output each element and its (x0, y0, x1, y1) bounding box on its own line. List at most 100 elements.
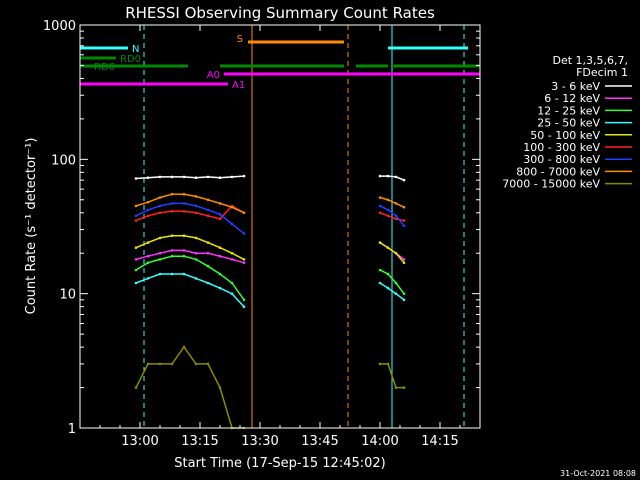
data-point-4-1 (146, 241, 150, 244)
data-point-3-8 (230, 292, 234, 296)
data-point-1-5 (194, 251, 198, 255)
data-point-6-3 (170, 202, 174, 205)
data-point-7-13 (402, 205, 406, 209)
legend-label-0: 3 - 6 keV (551, 80, 600, 93)
data-point-4-4 (182, 234, 186, 237)
data-point-3-11 (386, 286, 390, 290)
data-point-0-2 (158, 175, 162, 179)
data-point-5-10 (378, 211, 382, 215)
data-point-3-0 (134, 281, 138, 285)
data-point-2-5 (194, 258, 198, 261)
data-point-7-7 (218, 202, 222, 205)
x-tick-label-0: 13:00 (121, 434, 158, 449)
y-tick-label-1: 10 (59, 288, 76, 303)
data-point-4-13 (402, 261, 406, 265)
data-point-3-12 (394, 292, 398, 296)
status-label-rd0: RD0 (120, 54, 141, 65)
data-point-6-13 (402, 224, 406, 228)
data-point-8-1 (146, 362, 150, 366)
data-point-5-2 (158, 211, 162, 215)
data-point-6-10 (378, 204, 382, 208)
series-line-7-0 (135, 193, 245, 214)
series-line-7-1 (379, 196, 405, 208)
legend-label-1: 6 - 12 keV (544, 92, 600, 105)
status-label-n: N (132, 44, 139, 55)
data-point-5-5 (194, 211, 198, 215)
series-line-4-0 (135, 234, 245, 261)
x-tick-label-2: 13:30 (241, 434, 278, 449)
status-label-a0: A0 (207, 70, 220, 81)
data-point-6-4 (182, 202, 186, 205)
data-point-0-11 (386, 174, 390, 178)
status-label-s: S (237, 34, 243, 45)
legend-label-7: 800 - 7000 keV (516, 165, 600, 178)
data-point-8-3 (170, 362, 174, 366)
data-point-4-8 (230, 251, 234, 255)
data-point-7-11 (386, 198, 390, 202)
data-point-8-7 (218, 386, 222, 389)
data-point-3-13 (402, 298, 406, 302)
data-point-3-3 (170, 272, 174, 276)
data-point-7-4 (182, 192, 186, 196)
data-point-2-10 (378, 268, 382, 272)
data-point-2-9 (242, 298, 246, 302)
data-point-7-8 (230, 205, 234, 209)
data-point-8-6 (206, 362, 210, 366)
data-point-5-11 (386, 214, 390, 218)
series-line-5-0 (135, 204, 245, 222)
x-tick-label-4: 14:00 (361, 434, 398, 449)
data-point-3-9 (242, 305, 246, 309)
x-tick-label-5: 14:15 (421, 434, 458, 449)
data-point-1-9 (242, 261, 246, 265)
data-point-0-3 (170, 175, 174, 179)
data-point-6-7 (218, 213, 222, 216)
series-line-6-1 (379, 205, 405, 227)
data-point-4-3 (170, 234, 174, 237)
data-point-0-4 (182, 175, 186, 179)
data-point-5-6 (206, 214, 210, 218)
data-point-2-8 (230, 281, 234, 285)
data-point-7-10 (378, 196, 382, 199)
data-point-7-0 (134, 204, 138, 208)
series-line-4-1 (379, 241, 405, 264)
data-point-2-4 (182, 254, 186, 258)
data-point-0-8 (230, 175, 234, 179)
data-point-6-9 (242, 232, 246, 235)
data-point-3-5 (194, 277, 198, 280)
data-point-5-12 (394, 217, 398, 221)
status-label-rd6: RD6 (94, 62, 115, 73)
data-point-4-2 (158, 236, 162, 240)
data-point-1-13 (402, 258, 406, 261)
series-line-3-0 (135, 273, 245, 308)
data-point-2-6 (206, 264, 210, 268)
data-point-8-0 (134, 386, 138, 389)
data-point-6-5 (194, 204, 198, 208)
legend-label-6: 300 - 800 keV (523, 153, 600, 166)
data-point-8-5 (194, 362, 198, 366)
x-axis-label: Start Time (17-Sep-15 12:45:02) (174, 456, 385, 471)
data-point-0-7 (218, 176, 222, 179)
data-point-0-6 (206, 175, 210, 179)
x-tick-label-1: 13:15 (181, 434, 218, 449)
data-point-1-6 (206, 251, 210, 255)
data-point-1-0 (134, 258, 138, 261)
data-point-0-5 (194, 176, 198, 179)
data-point-8-10 (378, 362, 382, 366)
data-point-4-9 (242, 258, 246, 261)
data-point-2-0 (134, 268, 138, 272)
data-point-1-2 (158, 251, 162, 255)
data-point-0-0 (134, 177, 138, 180)
series-line-0-1 (380, 175, 405, 181)
data-point-4-7 (218, 246, 222, 249)
data-point-7-9 (242, 211, 246, 215)
data-point-3-2 (158, 272, 162, 276)
y-tick-label-3: 1000 (43, 19, 76, 34)
data-point-2-12 (394, 281, 398, 285)
data-point-7-6 (206, 198, 210, 202)
x-tick-label-3: 13:45 (301, 434, 338, 449)
data-point-8-4 (182, 345, 186, 349)
data-point-7-1 (146, 200, 150, 204)
legend-label-4: 50 - 100 keV (530, 129, 600, 142)
